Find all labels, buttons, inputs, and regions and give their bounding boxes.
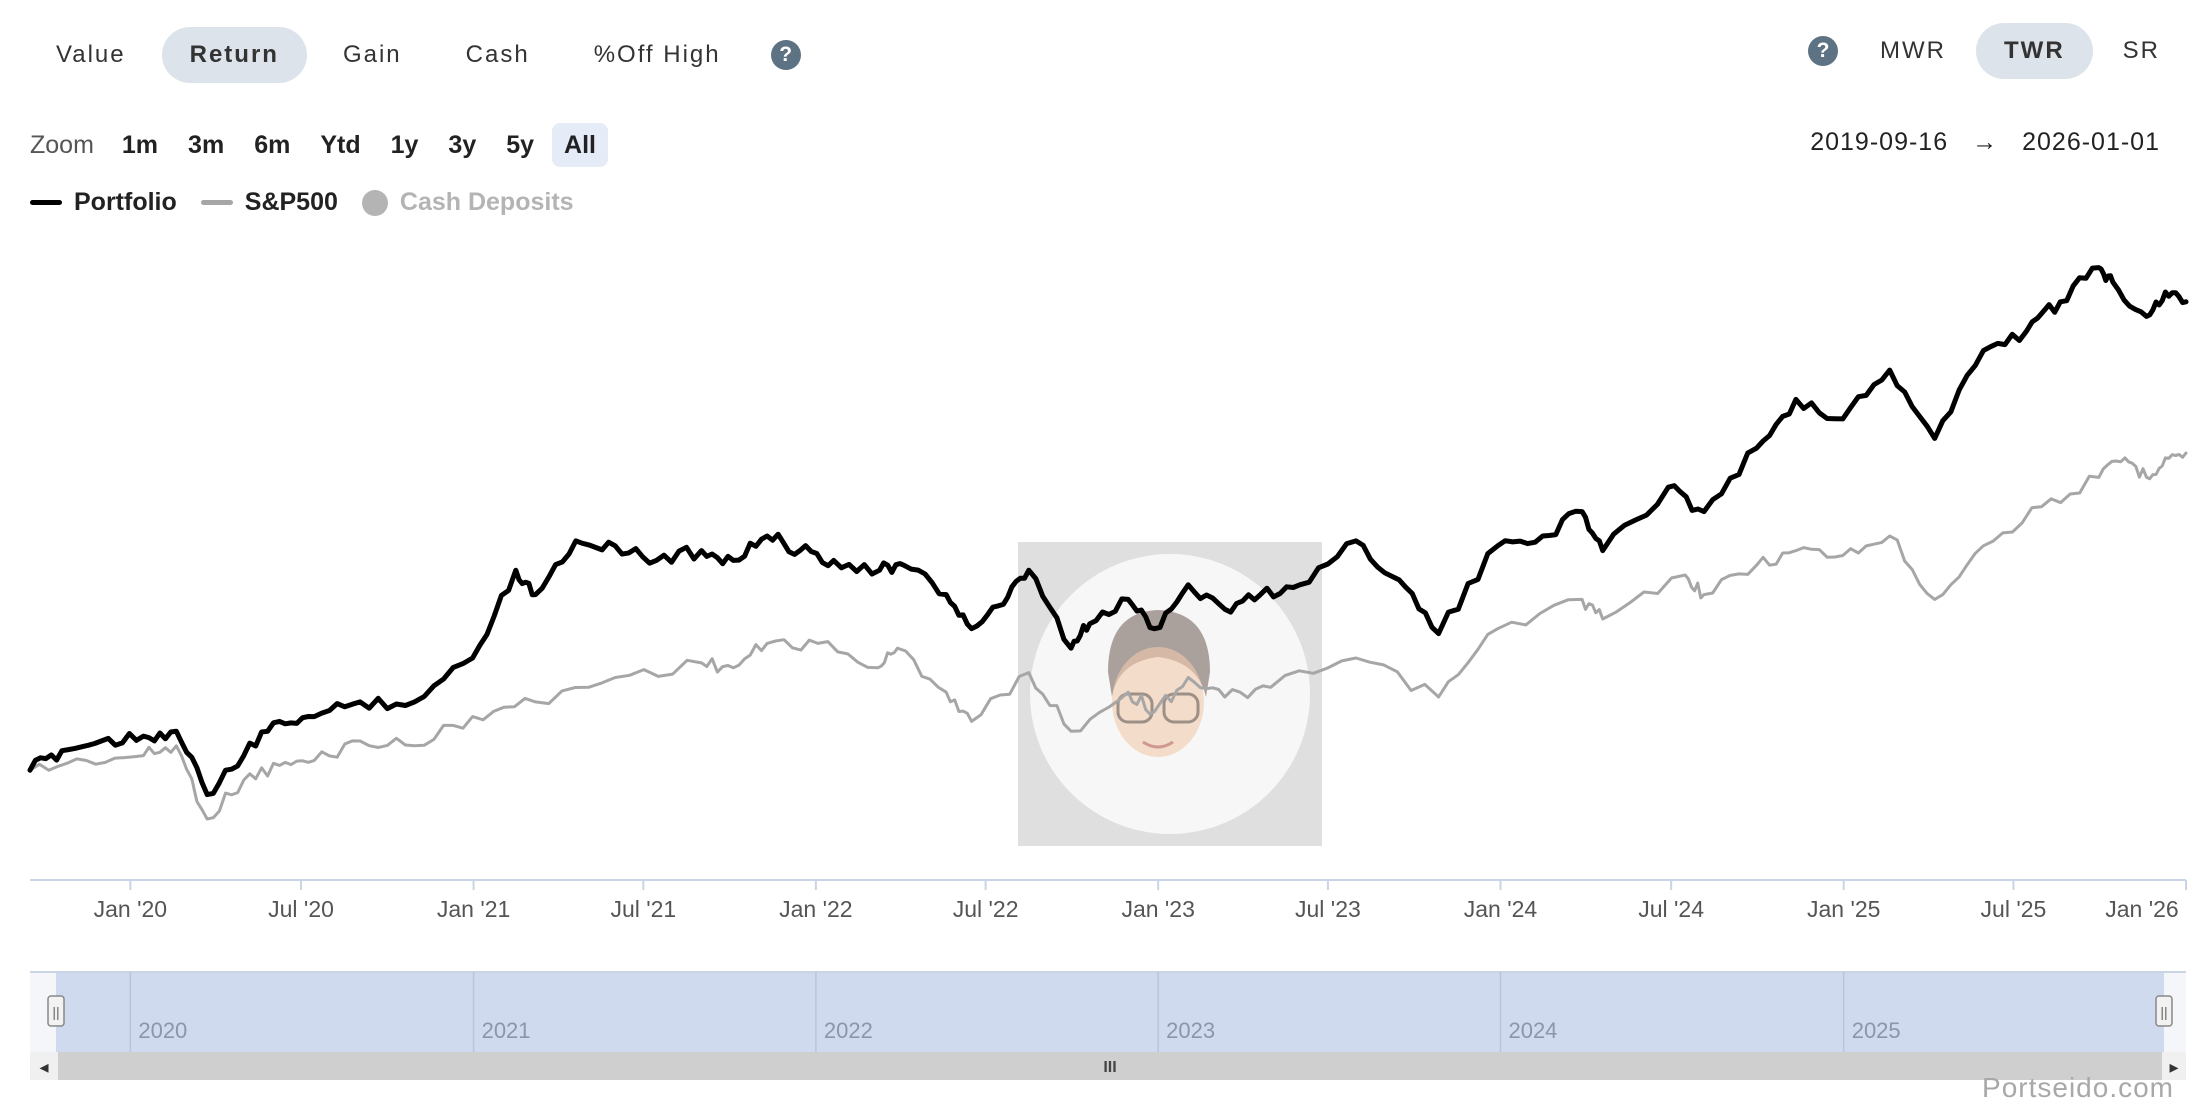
tab-gain[interactable]: Gain [342, 41, 402, 68]
zoom-label: Zoom [30, 130, 94, 159]
legend-label-sp500: S&P500 [244, 188, 338, 216]
navigator-year-label: 2020 [138, 1018, 187, 1043]
navigator-year-label: 2025 [1852, 1018, 1901, 1043]
zoom-ytd[interactable]: Ytd [320, 130, 361, 159]
tab-off-high[interactable]: %Off High [593, 41, 721, 68]
brand-credit: Portseido.com [1982, 1072, 2174, 1103]
legend-swatch-cash-deposits [361, 189, 388, 216]
handle-box [47, 995, 65, 1027]
navigator-selection[interactable] [56, 972, 2164, 1052]
x-tick-label: Jul '24 [1638, 896, 1704, 922]
x-tick-label: Jan '26 [2105, 896, 2178, 922]
mode-tabs: Value Return Gain Cash %Off High ? [28, 27, 801, 83]
navigator-year-label: 2022 [824, 1018, 873, 1043]
zoom-6m[interactable]: 6m [254, 130, 291, 159]
tab-twr[interactable]: TWR [1976, 23, 2093, 79]
legend-swatch-portfolio [30, 200, 62, 205]
handle-box [2155, 995, 2173, 1027]
navigator-year-label: 2021 [482, 1018, 531, 1043]
x-tick-label: Jan '25 [1807, 896, 1880, 922]
zoom-3m[interactable]: 3m [188, 130, 225, 159]
legend-item-cash-deposits[interactable]: Cash Deposits [361, 188, 574, 217]
portfolio-line[interactable] [27, 265, 2189, 798]
legend-label-portfolio: Portfolio [74, 188, 177, 216]
sp500-line[interactable] [28, 451, 2188, 821]
x-tick-label: Jan '20 [94, 896, 167, 922]
x-tick-label: Jul '20 [268, 896, 334, 922]
help-icon[interactable]: ? [770, 40, 801, 70]
handle-grip-icon: || [52, 1004, 59, 1020]
legend-item-sp500[interactable]: S&P500 [200, 188, 338, 217]
zoom-all[interactable]: All [552, 123, 608, 167]
x-tick-label: Jul '22 [953, 896, 1019, 922]
scrollbar-thumb[interactable] [58, 1052, 2162, 1080]
zoom-3y[interactable]: 3y [448, 130, 477, 159]
legend-label-cash-deposits: Cash Deposits [399, 188, 574, 216]
navigator-left-handle[interactable]: || [47, 995, 65, 1027]
navigator-year-label: 2024 [1508, 1018, 1557, 1043]
method-tabs: ? MWR TWR SR [1808, 23, 2184, 79]
x-tick-label: Jan '21 [437, 896, 510, 922]
date-range: 2019-09-16 → 2026-01-01 [1810, 128, 2160, 157]
zoom-bar: Zoom 1m 3m 6m Ytd 1y 3y 5y All [30, 123, 608, 167]
legend-item-portfolio[interactable]: Portfolio [30, 188, 177, 217]
x-tick-label: Jan '24 [1464, 896, 1538, 922]
scroll-right-icon[interactable]: ▸ [2169, 1057, 2178, 1078]
scroll-grip-icon: III [1103, 1059, 1116, 1076]
avatar-watermark [1018, 542, 1322, 846]
x-tick-label: Jul '25 [1981, 896, 2047, 922]
zoom-1m[interactable]: 1m [121, 130, 159, 159]
zoom-1y[interactable]: 1y [390, 130, 419, 159]
navigator-year-label: 2023 [1166, 1018, 1215, 1043]
avatar-memoji-icon [1108, 610, 1210, 757]
plot-area[interactable] [27, 265, 2189, 821]
x-axis: Jan '20 Jul '20 Jan '21 Jul '21 Jan '22 Jul '… [94, 880, 2187, 922]
tab-return[interactable]: Return [161, 27, 307, 83]
method-help-icon[interactable]: ? [1808, 36, 1839, 66]
x-tick-label: Jan '23 [1121, 896, 1194, 922]
range-navigator[interactable]: 2020 2021 2022 2023 2024 2025 || || ◂ ▸ III [30, 971, 2186, 1080]
x-tick-label: Jan '22 [779, 896, 852, 922]
chart-legend: Portfolio S&P500 Cash Deposits [30, 188, 574, 217]
date-to-input[interactable]: 2026-01-01 [2022, 128, 2160, 156]
tab-sr[interactable]: SR [2122, 37, 2160, 64]
scroll-left-icon[interactable]: ◂ [39, 1057, 48, 1078]
zoom-5y[interactable]: 5y [506, 130, 535, 159]
date-from-input[interactable]: 2019-09-16 [1810, 128, 1949, 156]
x-tick-label: Jul '21 [610, 896, 676, 922]
tab-cash[interactable]: Cash [465, 41, 530, 68]
legend-swatch-sp500 [200, 200, 233, 205]
tab-value[interactable]: Value [56, 41, 126, 68]
x-tick-label: Jul '23 [1295, 896, 1361, 922]
arrow-right-icon: → [1972, 128, 1999, 156]
handle-grip-icon: || [2160, 1004, 2167, 1020]
navigator-right-handle[interactable]: || [2155, 995, 2173, 1027]
tab-mwr[interactable]: MWR [1880, 37, 1946, 64]
